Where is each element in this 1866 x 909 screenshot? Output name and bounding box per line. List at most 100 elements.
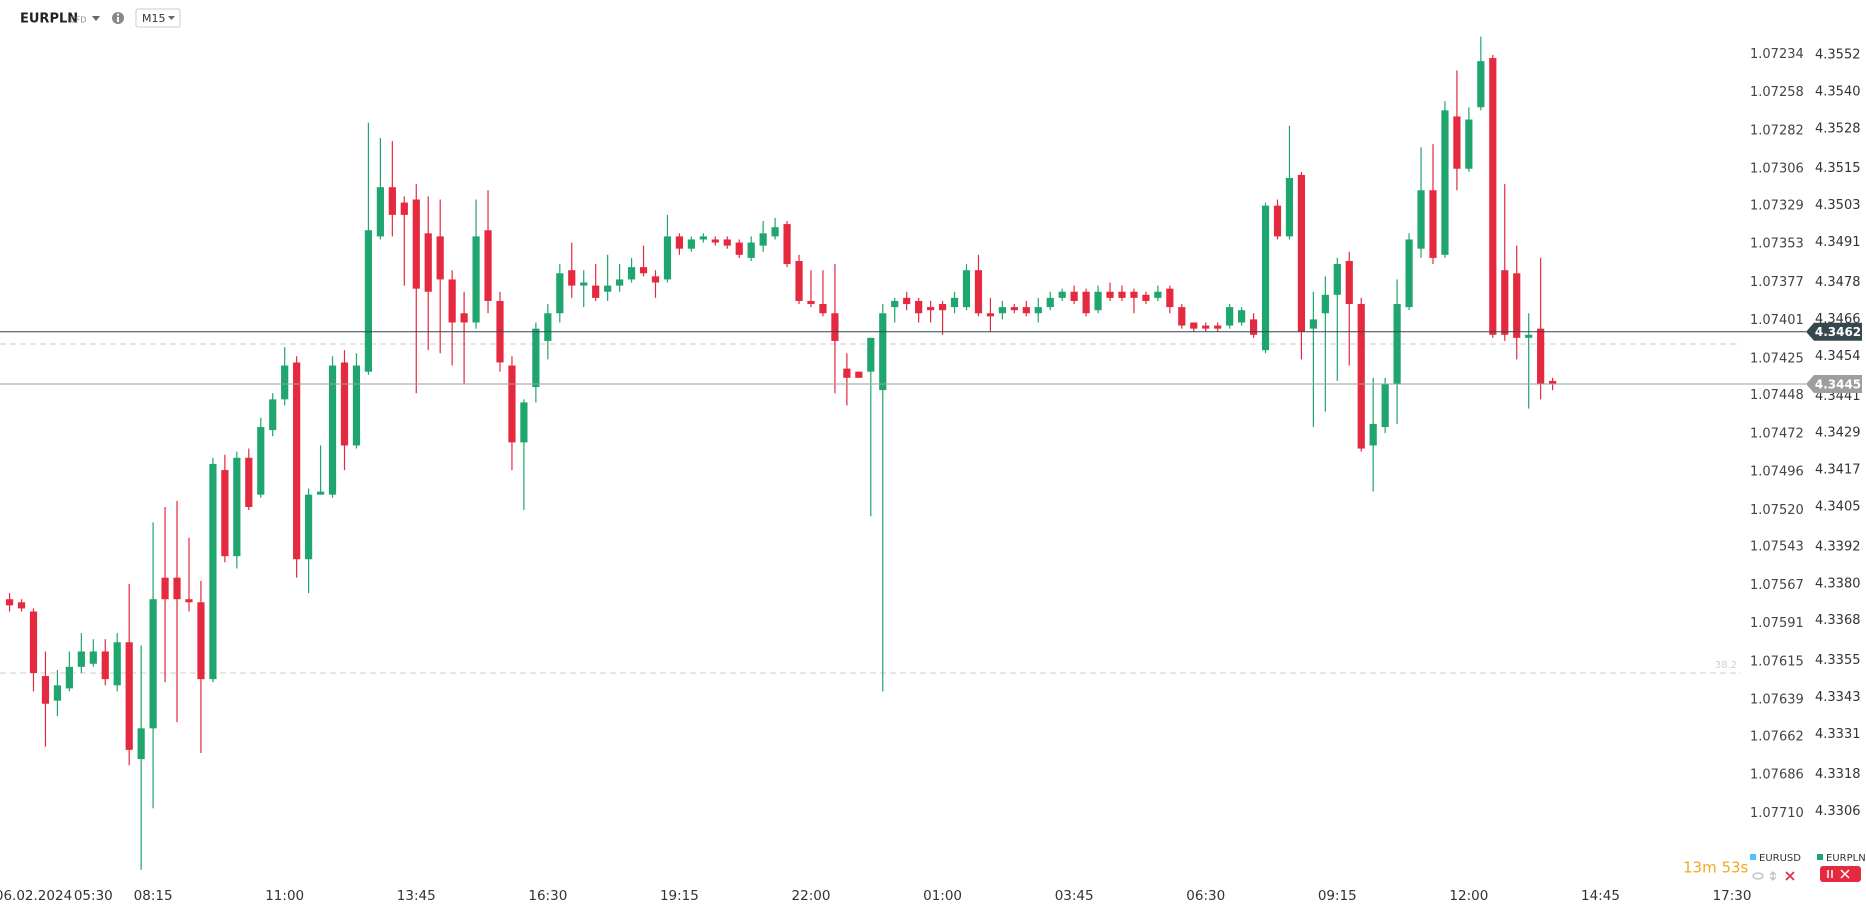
legend-label: EURUSD — [1759, 853, 1801, 864]
y2-tick-label: 1.07543 — [1750, 540, 1804, 555]
y2-tick-label: 1.07353 — [1750, 237, 1804, 252]
candle-body — [484, 230, 492, 301]
x-tick-label: 14:45 — [1581, 888, 1620, 904]
symbol[interactable]: EURPLN — [20, 12, 78, 27]
candle-body — [5, 599, 14, 606]
y2-tick-label: 1.07306 — [1750, 162, 1804, 177]
candle-body — [305, 494, 313, 560]
x-tick-label: 17:30 — [1713, 888, 1752, 904]
candle-body — [855, 371, 863, 378]
remove-icon[interactable] — [1785, 871, 1795, 881]
candle-body — [1214, 325, 1222, 329]
legend-swatch — [1750, 854, 1756, 860]
candle-body — [843, 368, 851, 378]
candle-body — [1058, 291, 1066, 298]
candle-body — [1249, 319, 1258, 335]
candle-body — [448, 279, 456, 323]
candle-body — [568, 270, 576, 286]
candle-body — [41, 676, 50, 704]
candle-body — [520, 402, 528, 443]
y2-tick-label: 1.07639 — [1750, 693, 1804, 708]
legend-swatch — [1817, 854, 1823, 860]
y2-tick-label: 1.07520 — [1750, 503, 1804, 518]
timeframe-select[interactable] — [135, 8, 181, 28]
x-tick-label: 09:15 — [1318, 888, 1357, 904]
candle-body — [1369, 423, 1377, 446]
candle-body — [1046, 297, 1054, 308]
y-tick-label: 4.3491 — [1815, 235, 1861, 250]
candle-body — [699, 236, 707, 240]
candle-body — [125, 642, 133, 750]
candle-body — [1070, 291, 1078, 301]
y2-tick-label: 1.07686 — [1750, 768, 1804, 783]
candle-body — [1429, 190, 1437, 258]
candle-body — [1142, 294, 1150, 301]
candle-body — [687, 239, 695, 249]
candle-body — [77, 651, 85, 667]
candle-body — [1357, 304, 1365, 449]
candle-body — [65, 666, 73, 689]
y2-tick-label: 1.07710 — [1750, 806, 1804, 821]
y2-tick-label: 1.07282 — [1750, 123, 1804, 138]
info-dot — [117, 13, 119, 16]
candle-body — [556, 273, 564, 314]
symbol-dropdown[interactable] — [92, 16, 100, 21]
candle-body — [460, 313, 468, 323]
candle-body — [1034, 307, 1042, 314]
candle-body — [508, 365, 516, 443]
candle-body — [998, 307, 1006, 314]
y2-tick-label: 1.07567 — [1750, 578, 1804, 593]
candle-body — [663, 236, 672, 280]
candle-body — [891, 300, 899, 308]
candle-body — [1489, 58, 1497, 335]
plot: 1.07234 1.07258 1.07282 1.07306 1.07329 1.073… — [0, 36, 1862, 904]
y2-tick-label: 1.07425 — [1750, 351, 1804, 366]
price-tag-label: 4.3445 — [1815, 377, 1861, 391]
candle-body — [759, 233, 767, 246]
candle-body — [1285, 177, 1294, 237]
badge: CFD — [70, 16, 86, 25]
candle-body — [472, 236, 480, 323]
legend-label: EURPLN — [1826, 853, 1866, 864]
eye-icon[interactable] — [1752, 872, 1764, 880]
info-glyph — [117, 17, 119, 22]
footer: 13m 53s EURUSD EURPLN — [1683, 853, 1866, 882]
candle-body — [328, 365, 337, 495]
candle-body — [938, 304, 947, 311]
candle-body — [1130, 291, 1138, 298]
y-tick-label: 4.3528 — [1815, 121, 1861, 136]
timeframe-caret — [168, 16, 175, 20]
remove-button-glyph — [1827, 869, 1850, 879]
candle-body — [161, 577, 169, 600]
remove-button[interactable] — [1820, 866, 1861, 882]
candle-body — [113, 642, 121, 686]
candle-body — [604, 285, 612, 292]
candle-body — [149, 599, 157, 729]
candle-body — [735, 242, 743, 255]
y-tick-label: 4.3540 — [1815, 84, 1861, 99]
candle-body — [1501, 270, 1509, 335]
legend: EURUSD EURPLN — [1750, 853, 1866, 864]
candle-body — [627, 267, 636, 280]
candle-body — [974, 270, 983, 314]
x-tick-label: 01:00 — [923, 888, 962, 904]
y-tick-label: 4.3306 — [1815, 804, 1861, 819]
candle-body — [388, 187, 396, 215]
candle-body — [675, 236, 684, 249]
move-icon[interactable] — [1769, 871, 1777, 881]
candle-body — [1166, 288, 1174, 308]
candle-body — [1393, 304, 1401, 384]
candle-body — [1010, 307, 1018, 311]
candle-body — [197, 602, 205, 680]
candle-body — [1477, 61, 1485, 108]
candle-body — [723, 239, 731, 246]
y-tick-label: 4.3331 — [1815, 727, 1861, 742]
candle-body — [1106, 291, 1114, 298]
candle-body — [173, 577, 181, 600]
y2-tick-label: 1.07615 — [1750, 654, 1804, 669]
candle-body — [1273, 205, 1282, 237]
candle-body — [544, 313, 552, 341]
candle-body — [1537, 328, 1545, 384]
x-tick-label: 08:15 — [134, 888, 173, 904]
x-tick-label: 22:00 — [792, 888, 831, 904]
